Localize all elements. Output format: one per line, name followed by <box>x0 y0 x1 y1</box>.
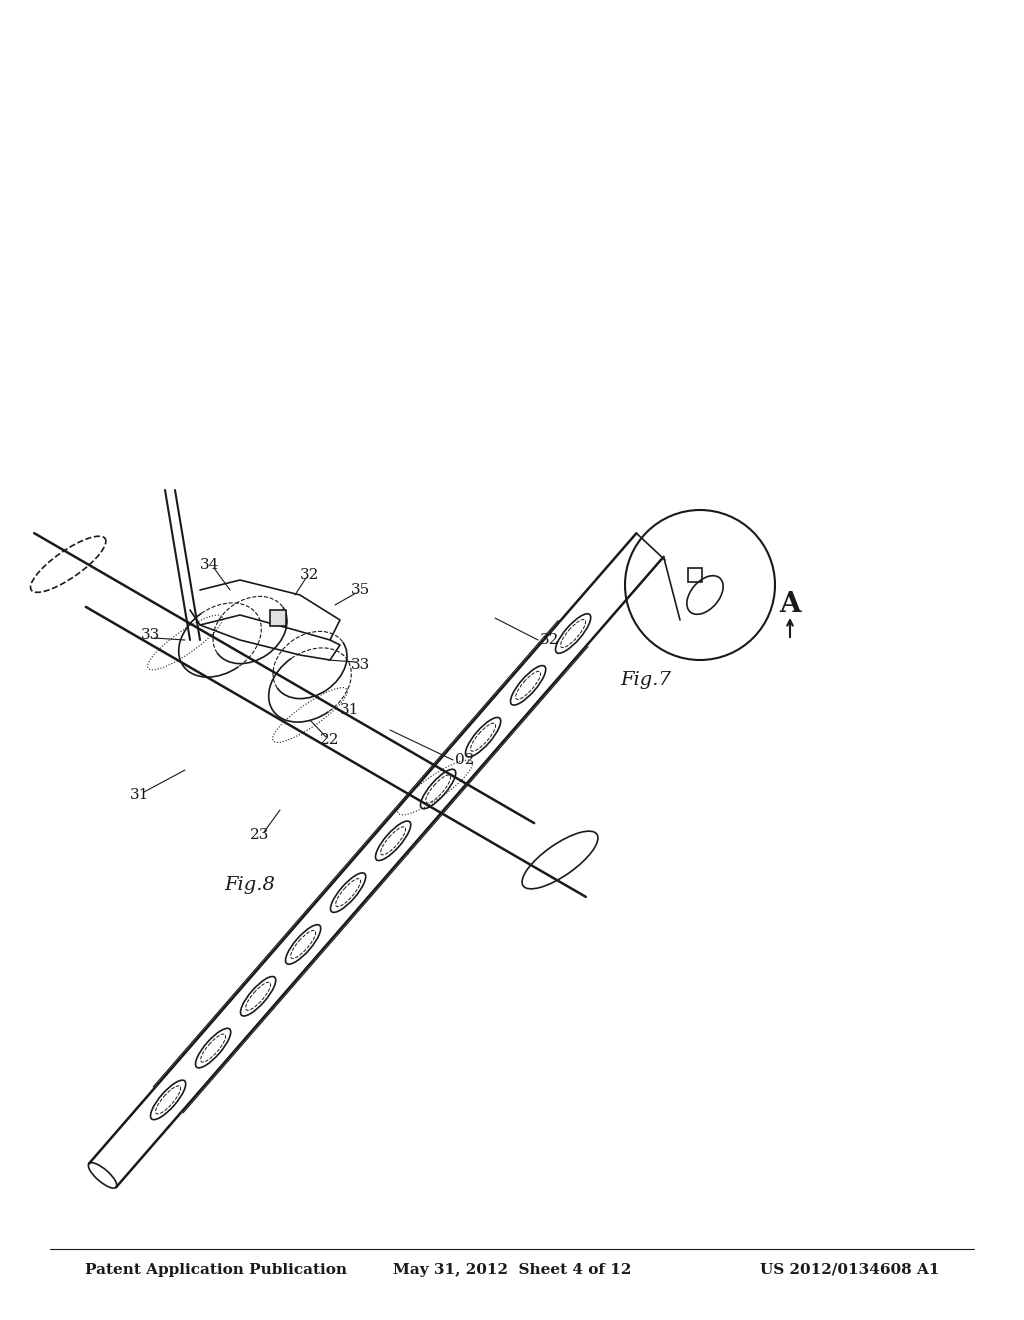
Bar <box>688 568 702 582</box>
Text: May 31, 2012  Sheet 4 of 12: May 31, 2012 Sheet 4 of 12 <box>393 1263 631 1276</box>
Text: 32: 32 <box>540 634 559 647</box>
Text: 31: 31 <box>340 704 359 717</box>
Text: Fig.8: Fig.8 <box>224 876 275 894</box>
Text: 02: 02 <box>455 752 474 767</box>
Text: 23: 23 <box>250 828 269 842</box>
Text: A: A <box>779 591 801 619</box>
Text: 33: 33 <box>350 657 370 672</box>
Text: 22: 22 <box>321 733 340 747</box>
Text: US 2012/0134608 A1: US 2012/0134608 A1 <box>760 1263 939 1276</box>
Text: 33: 33 <box>140 628 160 642</box>
Text: 34: 34 <box>201 558 220 572</box>
Text: 31: 31 <box>130 788 150 803</box>
Text: Fig.7: Fig.7 <box>620 671 671 689</box>
Text: Patent Application Publication: Patent Application Publication <box>85 1263 347 1276</box>
Bar <box>270 610 286 626</box>
Text: 35: 35 <box>350 583 370 597</box>
Text: 32: 32 <box>300 568 319 582</box>
